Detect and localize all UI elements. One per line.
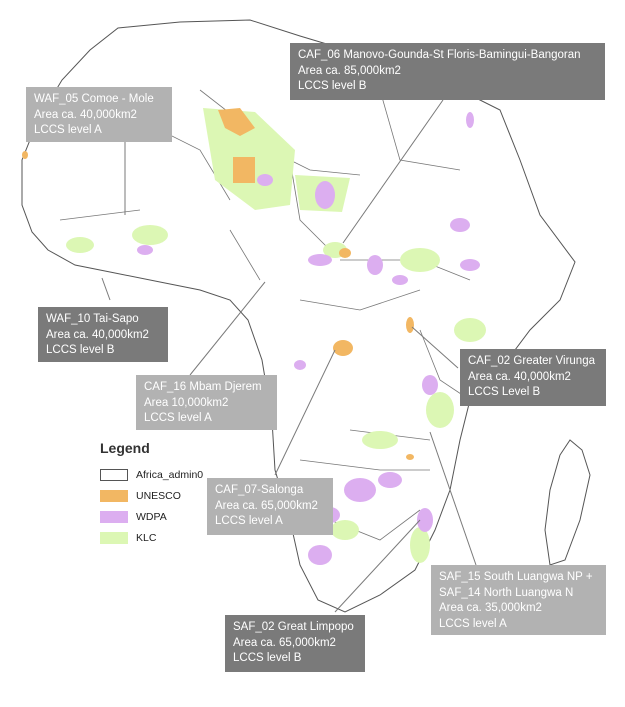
callout-saf02-line-1: SAF_02 Great Limpopo — [233, 621, 354, 633]
callout-waf05: WAF_05 Comoe - Mole Area ca. 40,000km2 L… — [26, 87, 172, 142]
legend-item-africa-admin0: Africa_admin0 — [100, 464, 203, 485]
legend-title: Legend — [100, 440, 150, 456]
callout-caf16-line-3: LCCS level A — [144, 412, 212, 424]
callout-saf02: SAF_02 Great Limpopo Area ca. 65,000km2 … — [225, 615, 365, 672]
callout-saf02-line-2: Area ca. 65,000km2 — [233, 636, 336, 649]
callout-caf07-line-1: CAF_07-Salonga — [215, 484, 304, 496]
legend-label-unesco: UNESCO — [136, 489, 181, 502]
callout-caf16: CAF_16 Mbam Djerem Area 10,000km2 LCCS l… — [136, 375, 277, 430]
unesco-areas — [22, 108, 414, 460]
callout-waf10-line-1: WAF_10 Tai-Sapo — [46, 313, 139, 325]
callout-waf10-line-2: Area ca. 40,000km2 — [46, 328, 149, 341]
callout-waf10: WAF_10 Tai-Sapo Area ca. 40,000km2 LCCS … — [38, 307, 168, 362]
legend-label-wdpa: WDPA — [136, 510, 167, 523]
callout-saf02-line-3: LCCS level B — [233, 652, 302, 664]
callout-caf02-line-2: Area ca. 40,000km2 — [468, 370, 571, 383]
callout-waf05-line-3: LCCS level A — [34, 124, 102, 136]
callout-caf06: CAF_06 Manovo-Gounda-St Floris-Bamingui-… — [290, 43, 605, 100]
callout-caf02: CAF_02 Greater Virunga Area ca. 40,000km… — [460, 349, 606, 406]
legend-swatch-unesco — [100, 489, 128, 502]
callout-saf15: SAF_15 South Luangwa NP + SAF_14 North L… — [431, 565, 606, 635]
callout-caf02-line-3: LCCS Level B — [468, 386, 541, 398]
legend-label-africa-admin0: Africa_admin0 — [136, 468, 204, 481]
callout-caf06-line-2: Area ca. 85,000km2 — [298, 64, 401, 77]
callout-caf16-line-1: CAF_16 Mbam Djerem — [144, 381, 262, 393]
map-legend: Legend Africa_admin0 UNESCO WDPA KLC — [100, 440, 203, 548]
callout-saf15-line-2: SAF_14 North Luangwa N — [439, 586, 574, 599]
legend-item-wdpa: WDPA — [100, 506, 203, 527]
legend-swatch-africa-admin0 — [100, 468, 128, 481]
callout-caf06-line-1: CAF_06 Manovo-Gounda-St Floris-Bamingui-… — [298, 49, 581, 61]
legend-swatch-wdpa — [100, 510, 128, 523]
callout-waf10-line-3: LCCS level B — [46, 344, 115, 356]
callout-caf07-line-3: LCCS level A — [215, 515, 283, 527]
legend-label-klc: KLC — [136, 531, 157, 544]
legend-item-klc: KLC — [100, 527, 203, 548]
callout-waf05-line-1: WAF_05 Comoe - Mole — [34, 93, 154, 105]
callout-caf06-line-3: LCCS level B — [298, 80, 367, 92]
callout-waf05-line-2: Area ca. 40,000km2 — [34, 108, 137, 121]
callout-saf15-line-1: SAF_15 South Luangwa NP + — [439, 571, 593, 583]
callout-saf15-line-4: LCCS level A — [439, 617, 507, 630]
callout-caf07-line-2: Area ca. 65,000km2 — [215, 499, 318, 512]
legend-swatch-klc — [100, 531, 128, 544]
callout-caf07: CAF_07-Salonga Area ca. 65,000km2 LCCS l… — [207, 478, 333, 535]
legend-item-unesco: UNESCO — [100, 485, 203, 506]
callout-saf15-line-3: Area ca. 35,000km2 — [439, 602, 542, 614]
leader-lines — [101, 99, 477, 613]
madagascar-outline — [544, 439, 591, 566]
wdpa-areas — [137, 112, 480, 565]
callout-caf16-line-2: Area 10,000km2 — [144, 396, 229, 409]
klc-areas — [66, 108, 486, 563]
callout-caf02-line-1: CAF_02 Greater Virunga — [468, 355, 595, 367]
